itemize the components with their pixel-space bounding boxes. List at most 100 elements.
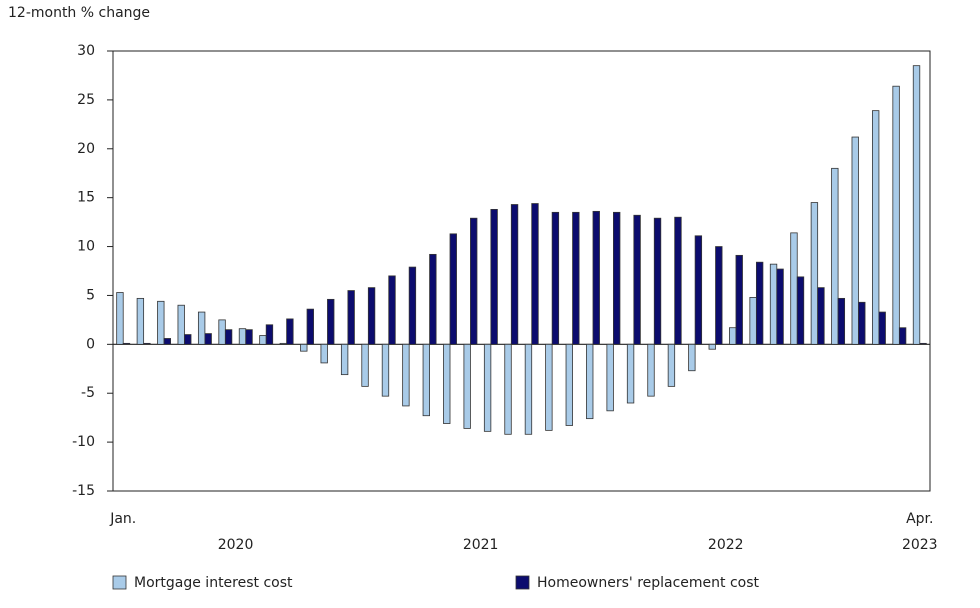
y-tick-label: 30 xyxy=(77,43,95,59)
bar xyxy=(898,327,907,345)
bar xyxy=(177,304,185,345)
bar xyxy=(340,343,349,376)
bar xyxy=(688,343,696,372)
y-tick-label: 0 xyxy=(86,336,95,352)
bar xyxy=(136,297,145,345)
bar xyxy=(531,203,539,345)
legend-label: Mortgage interest cost xyxy=(134,575,293,591)
bar xyxy=(755,261,764,345)
bar xyxy=(551,211,560,345)
bar xyxy=(572,211,580,345)
bar xyxy=(259,335,267,345)
bar xyxy=(347,290,355,345)
bar xyxy=(463,343,471,429)
bar xyxy=(361,343,369,387)
bar xyxy=(592,210,600,345)
bar xyxy=(708,343,716,350)
bar xyxy=(524,343,533,435)
year-label: 2021 xyxy=(463,537,499,553)
bar xyxy=(586,343,594,420)
bar xyxy=(218,319,226,345)
bar xyxy=(327,298,335,345)
bar xyxy=(626,343,635,404)
bar xyxy=(184,334,192,345)
bar xyxy=(878,311,886,345)
year-label: 2020 xyxy=(218,537,254,553)
bar xyxy=(490,208,498,345)
bar xyxy=(545,343,553,431)
bar xyxy=(279,342,288,345)
bar xyxy=(224,329,233,345)
x-tick-label: Jan. xyxy=(109,511,136,527)
bar xyxy=(633,214,641,345)
bar xyxy=(647,343,655,397)
bar xyxy=(300,343,308,352)
bar xyxy=(851,136,859,345)
bar xyxy=(729,327,737,345)
bar xyxy=(912,65,921,345)
bar xyxy=(402,343,410,407)
bar xyxy=(510,204,519,345)
y-tick-label: -5 xyxy=(81,385,95,401)
bar xyxy=(238,328,247,345)
bar xyxy=(613,211,621,345)
bar xyxy=(790,232,798,345)
bar xyxy=(422,343,430,417)
bar xyxy=(817,287,825,345)
year-label: 2022 xyxy=(708,537,744,553)
bar xyxy=(674,216,682,345)
bar xyxy=(157,300,165,345)
bar xyxy=(265,324,274,345)
bar xyxy=(204,333,212,345)
bar xyxy=(286,318,294,345)
bar xyxy=(245,329,253,345)
bar xyxy=(667,343,676,387)
bar xyxy=(776,268,784,345)
bar xyxy=(831,167,839,345)
legend-swatch xyxy=(112,575,127,590)
bar xyxy=(443,343,451,424)
y-tick-label: -15 xyxy=(72,483,95,499)
bar xyxy=(197,311,206,345)
bar xyxy=(504,343,512,435)
x-tick-label: Apr. xyxy=(906,511,933,527)
y-tick-label: 20 xyxy=(77,141,95,157)
bar xyxy=(653,217,662,345)
bar xyxy=(919,342,927,345)
y-tick-label: 25 xyxy=(77,92,95,108)
bar xyxy=(143,342,151,345)
bar xyxy=(408,266,417,345)
bar xyxy=(483,343,492,432)
bar xyxy=(872,110,880,345)
y-axis-label: 12-month % change xyxy=(8,5,150,21)
bar xyxy=(735,254,743,345)
bar xyxy=(388,275,396,345)
bar xyxy=(810,202,819,345)
bar xyxy=(837,297,846,345)
y-tick-label: 15 xyxy=(77,190,95,206)
bar xyxy=(116,292,124,345)
bar xyxy=(381,343,390,397)
bar xyxy=(715,246,723,345)
bar xyxy=(694,235,703,345)
y-tick-label: -10 xyxy=(72,434,95,450)
bar xyxy=(306,308,314,345)
legend-label: Homeowners' replacement cost xyxy=(537,575,760,591)
bar xyxy=(367,287,376,345)
legend-swatch xyxy=(515,575,530,590)
bar xyxy=(449,233,457,345)
bar xyxy=(892,85,900,345)
plot-frame xyxy=(112,50,931,492)
y-tick-label: 10 xyxy=(77,239,95,255)
bar xyxy=(565,343,573,426)
bar xyxy=(470,217,478,345)
bar xyxy=(796,276,805,345)
year-label: 2023 xyxy=(902,537,938,553)
bar xyxy=(122,342,131,345)
bar xyxy=(769,263,778,345)
bar xyxy=(163,338,171,345)
bar xyxy=(858,301,866,345)
y-tick-label: 5 xyxy=(86,287,95,303)
bar xyxy=(606,343,614,412)
